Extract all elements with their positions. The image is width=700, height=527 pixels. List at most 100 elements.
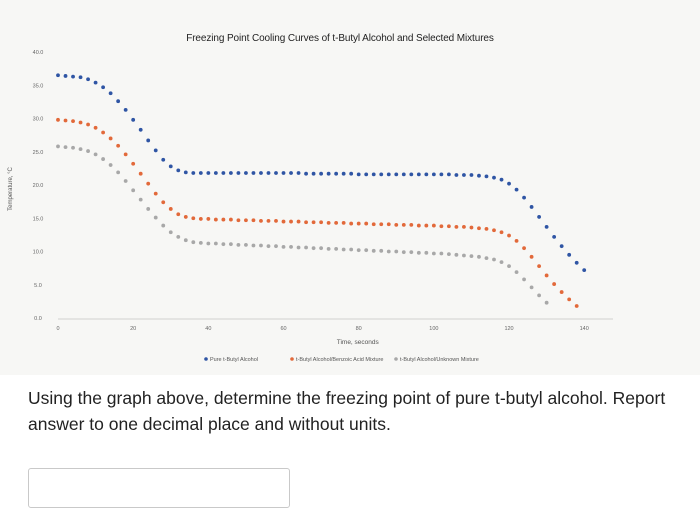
data-point xyxy=(574,260,579,265)
data-point xyxy=(296,171,301,175)
data-point xyxy=(469,225,474,230)
data-point xyxy=(559,290,564,294)
x-tick-label: 80 xyxy=(356,326,362,332)
data-point xyxy=(537,293,542,298)
data-point xyxy=(78,75,83,80)
data-point xyxy=(236,242,241,247)
data-point xyxy=(161,200,166,205)
data-point xyxy=(93,80,98,85)
data-point xyxy=(462,253,466,258)
data-point xyxy=(507,264,511,269)
data-point xyxy=(123,179,128,183)
data-point xyxy=(537,215,542,219)
cooling-curve-chart: 0.0 5.0 10.0 15.0 20.0 25.0 30.0 35.0 40.0 0 20 40 6… xyxy=(8,50,613,363)
data-point xyxy=(108,163,113,167)
data-point xyxy=(206,217,211,221)
data-point xyxy=(56,117,60,122)
data-point xyxy=(529,254,534,259)
data-point xyxy=(266,244,271,249)
data-point xyxy=(514,187,519,192)
data-point xyxy=(259,171,263,175)
data-point xyxy=(492,175,496,180)
data-point xyxy=(484,174,489,179)
data-point xyxy=(311,171,316,176)
question-text: Using the graph above, determine the fre… xyxy=(28,388,666,434)
data-point xyxy=(168,230,173,235)
data-point xyxy=(311,220,316,225)
data-point xyxy=(146,207,151,211)
data-point xyxy=(86,77,90,82)
data-point xyxy=(416,172,421,177)
data-point xyxy=(161,223,166,228)
data-point xyxy=(176,212,181,217)
answer-input[interactable] xyxy=(28,468,290,508)
data-point xyxy=(319,220,324,225)
data-point xyxy=(63,74,68,78)
data-point xyxy=(71,145,75,150)
data-point xyxy=(296,219,301,224)
data-point xyxy=(386,172,391,177)
data-point xyxy=(153,191,158,196)
data-point xyxy=(507,233,511,238)
data-point xyxy=(266,171,271,175)
y-tick-label: 15.0 xyxy=(33,216,44,222)
legend-marker xyxy=(290,357,294,361)
data-point xyxy=(206,171,211,175)
data-point xyxy=(401,223,406,227)
data-point xyxy=(183,215,188,219)
data-point xyxy=(529,205,534,209)
x-tick-label: 100 xyxy=(429,326,438,332)
data-point xyxy=(379,222,384,227)
data-point xyxy=(514,270,519,275)
data-point xyxy=(416,250,421,255)
data-point xyxy=(409,223,414,227)
data-point xyxy=(259,219,263,223)
data-point xyxy=(228,217,233,222)
data-point xyxy=(213,217,218,222)
data-point xyxy=(409,250,414,255)
data-point xyxy=(379,248,384,253)
data-point xyxy=(244,171,248,175)
data-point xyxy=(138,127,143,132)
data-point xyxy=(213,241,218,246)
x-tick-label: 40 xyxy=(205,326,211,332)
data-point xyxy=(289,171,293,175)
data-point xyxy=(101,85,106,90)
data-point xyxy=(266,219,271,223)
data-point xyxy=(319,246,324,251)
data-point xyxy=(484,226,489,231)
data-point xyxy=(371,248,376,253)
data-point xyxy=(514,238,519,243)
data-point xyxy=(386,222,391,227)
data-point xyxy=(484,256,489,261)
data-point xyxy=(274,171,278,175)
data-point xyxy=(101,130,106,135)
data-point xyxy=(341,247,346,252)
data-point xyxy=(431,172,436,177)
data-point xyxy=(499,260,504,265)
data-point xyxy=(93,125,98,130)
data-point xyxy=(477,254,481,259)
data-point xyxy=(221,242,226,247)
chart-title: Freezing Point Cooling Curves of t-Butyl… xyxy=(186,33,494,44)
data-point xyxy=(537,264,542,269)
data-point xyxy=(462,173,466,177)
data-point xyxy=(492,257,496,262)
y-tick-label: 25.0 xyxy=(33,150,44,156)
data-point xyxy=(522,246,526,251)
data-point xyxy=(289,244,293,249)
legend-marker xyxy=(394,357,398,361)
data-point xyxy=(379,172,384,177)
data-point xyxy=(259,243,263,248)
data-point xyxy=(364,221,369,226)
data-point xyxy=(281,171,286,175)
data-point xyxy=(183,170,188,175)
data-point xyxy=(582,268,587,273)
data-point xyxy=(477,226,481,231)
data-point xyxy=(326,221,331,225)
data-point xyxy=(371,222,376,227)
data-point xyxy=(198,240,203,245)
data-point xyxy=(153,215,158,220)
data-point xyxy=(176,234,181,239)
data-point xyxy=(424,172,429,177)
